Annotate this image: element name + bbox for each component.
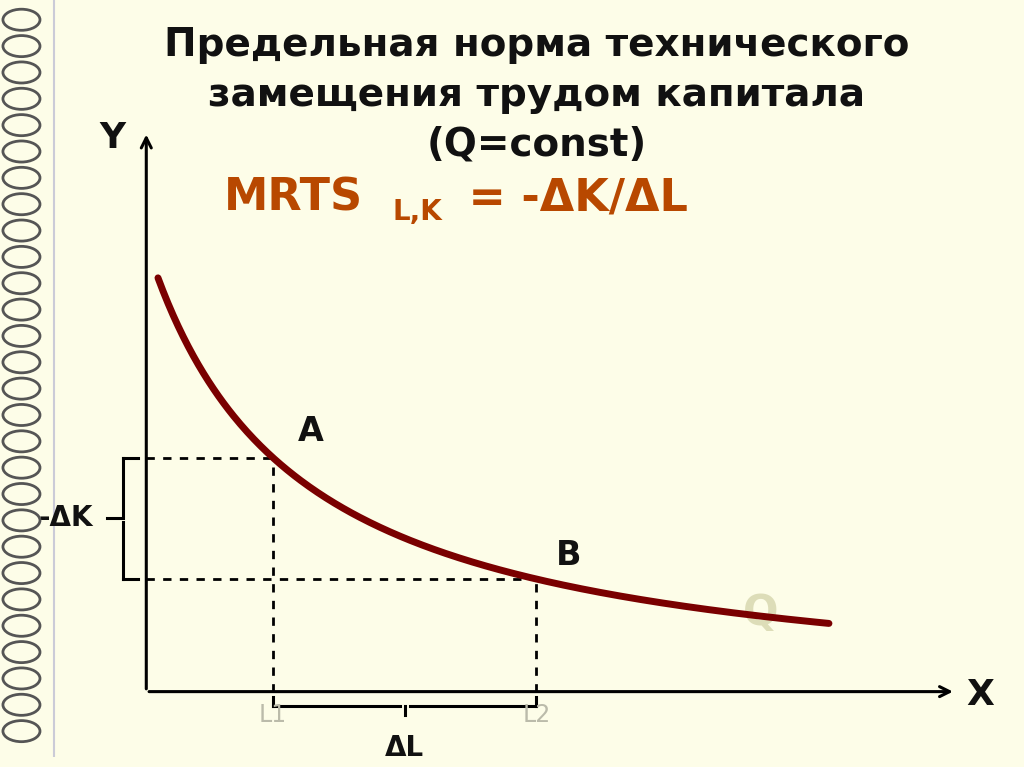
Text: B: B: [556, 539, 582, 572]
Text: A: A: [297, 415, 324, 448]
Text: ΔL: ΔL: [385, 734, 424, 762]
Text: замещения трудом капитала: замещения трудом капитала: [208, 76, 865, 114]
Text: L2: L2: [522, 703, 551, 726]
Text: L1: L1: [259, 703, 287, 726]
Text: L,K: L,K: [392, 198, 441, 226]
Text: Предельная норма технического: Предельная норма технического: [164, 26, 909, 64]
Text: = -ΔK/ΔL: = -ΔK/ΔL: [454, 176, 688, 219]
Text: (Q=const): (Q=const): [426, 125, 646, 163]
Text: X: X: [967, 678, 994, 712]
Text: Q: Q: [743, 591, 778, 634]
Text: MRTS: MRTS: [224, 176, 364, 219]
Text: -ΔK: -ΔK: [38, 505, 92, 532]
Text: Y: Y: [99, 121, 125, 156]
